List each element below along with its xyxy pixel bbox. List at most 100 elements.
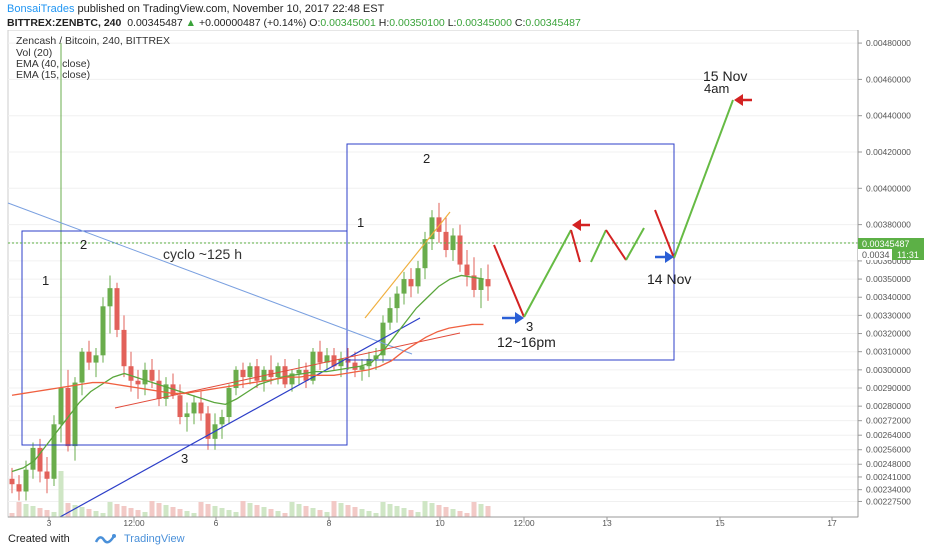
candle: [37, 438, 43, 483]
candle: [128, 351, 134, 392]
y-tick-label: 0.00320000: [866, 329, 911, 339]
volume-bar: [247, 503, 253, 517]
candle: [219, 409, 225, 439]
y-tick-label: 0.00248000: [866, 459, 911, 469]
candle-body: [184, 413, 190, 418]
x-tick-label: 17: [827, 518, 837, 527]
volume-bar: [16, 502, 22, 517]
wave-label-3-left: 3: [181, 451, 188, 466]
low-label: L:: [447, 17, 457, 29]
candle: [324, 348, 330, 370]
candle: [198, 391, 204, 421]
y-tick-label: 0.00290000: [866, 383, 911, 393]
volume-bar: [282, 513, 288, 517]
candle-body: [58, 388, 64, 425]
candle: [408, 268, 414, 298]
y-tick-label: 0.00420000: [866, 147, 911, 157]
y-tick-label: 0.00460000: [866, 74, 911, 84]
x-tick-label: 15: [715, 518, 725, 527]
price-change: +0.00000487 (+0.14%): [198, 17, 307, 29]
volume-bar: [478, 504, 484, 517]
candle-body: [436, 217, 442, 232]
candle-body: [128, 366, 134, 381]
volume-bar: [23, 504, 29, 517]
candle: [72, 377, 78, 461]
candle-body: [415, 268, 421, 287]
candle-body: [205, 413, 211, 439]
volume-bar: [184, 511, 190, 517]
candle-body: [352, 362, 358, 370]
candle-body: [401, 279, 407, 294]
volume-bar: [58, 471, 64, 517]
candle: [443, 217, 449, 258]
plot-area[interactable]: [7, 30, 859, 518]
volume-bar: [471, 502, 477, 517]
legend-vol: Vol (20): [16, 47, 52, 59]
wave-label-1-right: 1: [357, 215, 364, 230]
candle-body: [471, 275, 477, 290]
y-tick-label: 0.00360000: [866, 256, 911, 266]
volume-bar: [317, 510, 323, 517]
candle: [457, 224, 463, 272]
tradingview-brand[interactable]: TradingView: [124, 533, 185, 545]
candle: [359, 358, 365, 381]
wave-label-1-left: 1: [42, 273, 49, 288]
chart-canvas[interactable]: 1 2 3 cyclo ~125 h 1 2 3 12~16pm 14 Nov …: [0, 30, 932, 527]
volume-bar: [422, 501, 428, 517]
candle: [23, 460, 29, 501]
price-tag: [858, 238, 924, 249]
y-tick-label: 0.00300000: [866, 365, 911, 375]
volume-bar: [72, 505, 78, 517]
x-tick-label: 12:00: [123, 518, 145, 527]
candle: [317, 340, 323, 370]
volume-bar: [401, 508, 407, 517]
candle-body: [37, 447, 43, 472]
candle: [30, 442, 36, 479]
nov15-label: 15 Nov: [703, 68, 747, 84]
volume-bar: [79, 507, 85, 517]
candle-body: [387, 308, 393, 323]
symbol-label[interactable]: BITTREX:ZENBTC, 240: [7, 17, 122, 29]
projection-up-4: [673, 99, 734, 259]
cycle-box-right: [346, 143, 675, 361]
candle-body: [191, 402, 197, 414]
candle-body: [275, 366, 281, 378]
volume-bar: [37, 508, 43, 517]
projection-down-3: [605, 229, 627, 261]
tradingview-logo-icon[interactable]: [94, 530, 118, 546]
target-time-label: 12~16pm: [497, 334, 556, 350]
volume-bar: [408, 510, 414, 517]
candle: [275, 362, 281, 385]
candle-body: [394, 293, 400, 309]
y-tick-label: 0.00264000: [866, 430, 911, 440]
y-tick-label: 0.00380000: [866, 220, 911, 230]
volume-bar: [373, 513, 379, 517]
y-tick-label: 0.00256000: [866, 445, 911, 455]
candle-body: [254, 366, 260, 381]
candle: [142, 362, 148, 396]
volume-bar: [142, 512, 148, 517]
volume-bar: [310, 508, 316, 517]
y-tick-label: 0.00280000: [866, 401, 911, 411]
candle-body: [16, 484, 22, 492]
candle-body: [100, 306, 106, 356]
volume-bar: [149, 501, 155, 517]
candle: [401, 271, 407, 305]
partial-price-label: 0.0034: [862, 250, 890, 260]
volume-bar: [9, 513, 15, 517]
candle-body: [93, 355, 99, 363]
legend-ema15: EMA (15, close): [16, 69, 90, 81]
volume-bar: [415, 512, 421, 517]
candle-body: [72, 382, 78, 447]
author-name[interactable]: BonsaiTrades: [7, 3, 75, 15]
price-axis[interactable]: 0.00480000 0.00460000 0.00440000 0.00420000…: [857, 30, 911, 517]
candle: [394, 286, 400, 323]
volume-bar: [289, 502, 295, 517]
volume-bar: [44, 510, 50, 517]
volume-bar: [296, 504, 302, 517]
time-axis[interactable]: 3 12:00 6 8 10 12:00 13 15 17: [8, 516, 858, 527]
volume-bar: [352, 507, 358, 517]
volume-bar: [163, 505, 169, 517]
candle-body: [247, 366, 253, 378]
legend-title: Zencash / Bitcoin, 240, BITTREX: [16, 35, 170, 47]
